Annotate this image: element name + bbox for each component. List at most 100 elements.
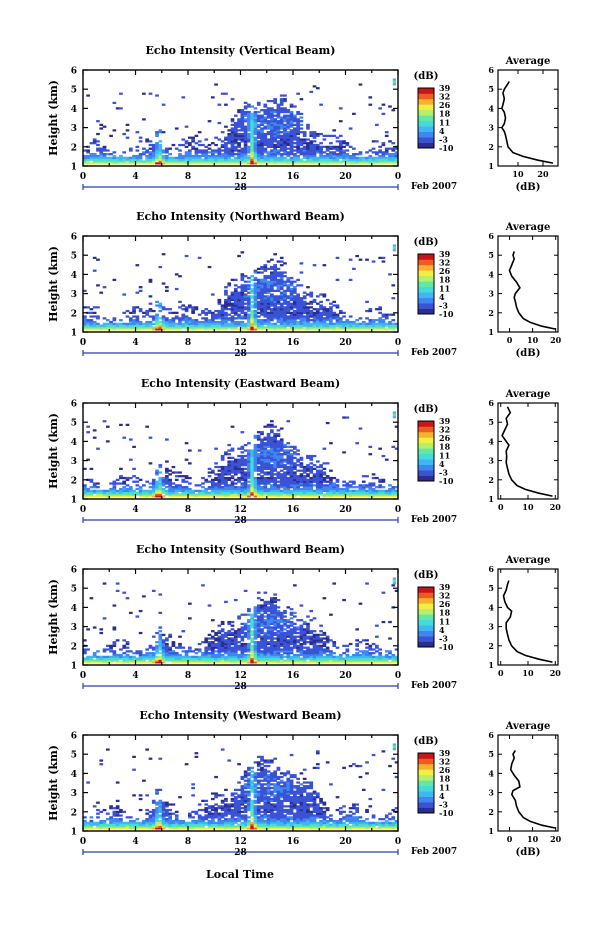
heatmap-cell bbox=[372, 157, 376, 159]
heatmap-cell bbox=[391, 319, 395, 321]
heatmap-cell bbox=[247, 292, 251, 294]
colorbar-swatch bbox=[418, 126, 434, 132]
heatmap-cell bbox=[342, 146, 346, 148]
profile-frame bbox=[498, 236, 558, 332]
heatmap-cells bbox=[83, 244, 398, 330]
heatmap-cell bbox=[319, 312, 323, 314]
heatmap-cell bbox=[293, 146, 297, 148]
heatmap-cell bbox=[86, 149, 90, 151]
heatmap-cell bbox=[300, 462, 304, 464]
heatmap-cell bbox=[293, 462, 297, 464]
heatmap-cell bbox=[126, 129, 130, 131]
heatmap-cell bbox=[296, 464, 300, 466]
heatmap-cell bbox=[349, 146, 353, 148]
heatmap-cell bbox=[250, 301, 254, 303]
heatmap-cell bbox=[142, 654, 146, 656]
heatmap-cell bbox=[172, 157, 176, 159]
heatmap-cell bbox=[391, 446, 395, 448]
heatmap-cell bbox=[90, 315, 94, 317]
heatmap-cell bbox=[116, 490, 120, 492]
heatmap-cell bbox=[250, 310, 254, 312]
colorbar-swatch bbox=[418, 309, 434, 315]
heatmap-cell bbox=[178, 475, 182, 477]
heatmap-cell bbox=[178, 153, 182, 155]
heatmap-cell bbox=[303, 315, 307, 317]
heatmap-cell bbox=[257, 477, 261, 479]
heatmap-cell bbox=[224, 104, 228, 106]
heatmap-cells bbox=[83, 411, 398, 497]
heatmap-cell bbox=[375, 477, 379, 479]
heatmap-cell bbox=[332, 151, 336, 153]
heatmap-cell bbox=[195, 135, 199, 137]
heatmap-cell bbox=[280, 427, 284, 429]
day-label: 28 bbox=[234, 183, 247, 193]
heatmap-cell bbox=[224, 632, 228, 634]
heatmap-cell bbox=[237, 321, 241, 323]
heatmap-cell bbox=[109, 656, 113, 658]
heatmap-cell bbox=[224, 639, 228, 641]
heatmap-cell bbox=[201, 584, 205, 586]
profile-y-tick-label: 3 bbox=[488, 456, 494, 466]
profile-y-tick-label: 1 bbox=[488, 161, 494, 171]
heatmap-cell bbox=[155, 656, 159, 658]
colorbar-swatch bbox=[418, 132, 434, 138]
heatmap-cell bbox=[168, 312, 172, 314]
heatmap-cell bbox=[316, 144, 320, 146]
heatmap-cell bbox=[149, 308, 153, 310]
heatmap-cell bbox=[214, 643, 218, 645]
profile-x-tick-label: 0 bbox=[507, 335, 513, 345]
heatmap-cell bbox=[181, 647, 185, 649]
heatmap-cell bbox=[175, 484, 179, 486]
heatmap-cell bbox=[306, 464, 310, 466]
heatmap-cell bbox=[382, 486, 386, 488]
y-tick-label: 4 bbox=[71, 105, 77, 115]
heatmap-cell bbox=[250, 449, 254, 451]
heatmap-cell bbox=[122, 486, 126, 488]
heatmap-cell bbox=[116, 590, 120, 592]
heatmap-cell bbox=[244, 323, 248, 325]
heatmap-cell bbox=[227, 444, 231, 446]
heatmap-cell bbox=[208, 634, 212, 636]
heatmap-cell bbox=[132, 306, 136, 308]
heatmap-cell bbox=[119, 654, 123, 656]
heatmap-cell bbox=[106, 426, 110, 428]
heatmap-cell bbox=[168, 647, 172, 649]
y-tick-label: 3 bbox=[71, 290, 77, 300]
heatmap-cell bbox=[185, 151, 189, 153]
heatmap-cell bbox=[211, 96, 215, 98]
heatmap-cell bbox=[323, 477, 327, 479]
heatmap-cell bbox=[188, 317, 192, 319]
heatmap-cell bbox=[270, 266, 274, 268]
heatmap-cell bbox=[254, 641, 258, 643]
heatmap-cell bbox=[277, 279, 281, 281]
heatmap-cell bbox=[385, 328, 389, 330]
x-tick-label: 12 bbox=[234, 338, 247, 348]
heatmap-cell bbox=[254, 277, 258, 279]
heatmap-cell bbox=[247, 614, 251, 616]
heatmap-cell bbox=[86, 94, 90, 96]
heatmap-cell bbox=[378, 484, 382, 486]
heatmap-cell bbox=[280, 453, 284, 455]
heatmap-cell bbox=[393, 414, 396, 416]
heatmap-cell bbox=[270, 107, 274, 109]
heatmap-cell bbox=[234, 288, 238, 290]
heatmap-cell bbox=[113, 129, 117, 131]
heatmap-cell bbox=[270, 420, 274, 422]
heatmap-cell bbox=[352, 481, 356, 483]
heatmap-cell bbox=[237, 129, 241, 131]
heatmap-cell bbox=[290, 449, 294, 451]
heatmap-cell bbox=[263, 326, 267, 328]
heatmap-cell bbox=[339, 135, 343, 137]
heatmap-cell bbox=[136, 492, 140, 494]
heatmap-cell bbox=[185, 475, 189, 477]
colorbar-swatch bbox=[418, 115, 434, 121]
heatmap-cell bbox=[316, 470, 320, 472]
heatmap-cell bbox=[109, 482, 113, 484]
heatmap-cell bbox=[132, 475, 136, 477]
heatmap-cell bbox=[296, 459, 300, 461]
heatmap-cell bbox=[247, 104, 251, 106]
heatmap-cell bbox=[313, 299, 317, 301]
